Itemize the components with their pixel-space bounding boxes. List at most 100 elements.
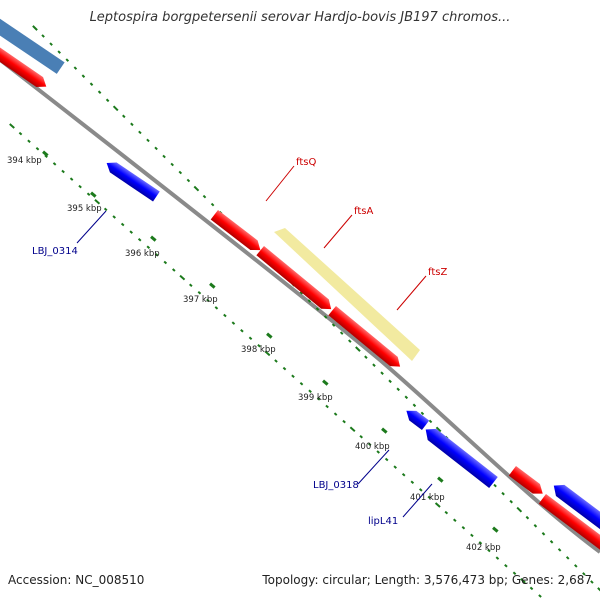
minor-tick bbox=[155, 253, 159, 257]
minor-tick bbox=[396, 387, 400, 392]
gene-ftsA[interactable] bbox=[256, 246, 335, 314]
minor-tick bbox=[214, 306, 219, 310]
minor-tick bbox=[206, 298, 210, 303]
minor-tick bbox=[549, 540, 554, 544]
minor-tick bbox=[529, 586, 534, 591]
minor-tick bbox=[299, 291, 304, 295]
minor-tick bbox=[404, 395, 409, 400]
minor-tick bbox=[32, 25, 38, 31]
minor-tick bbox=[597, 587, 600, 593]
minor-tick bbox=[401, 472, 406, 477]
minor-tick bbox=[520, 578, 526, 584]
kbp-label: 402 kbp bbox=[466, 543, 501, 553]
minor-tick bbox=[557, 548, 562, 552]
minor-tick bbox=[130, 122, 134, 127]
minor-tick bbox=[349, 426, 356, 432]
minor-tick bbox=[105, 98, 110, 103]
gene-label-ftsQ[interactable]: ftsQ bbox=[296, 157, 316, 168]
minor-tick bbox=[342, 419, 346, 424]
minor-tick bbox=[541, 532, 546, 536]
minor-tick bbox=[154, 146, 158, 151]
minor-tick bbox=[81, 74, 86, 78]
minor-tick bbox=[264, 350, 271, 357]
minor-tick bbox=[193, 185, 200, 192]
gene-ftsQ[interactable] bbox=[210, 210, 264, 255]
minor-tick bbox=[565, 556, 570, 560]
minor-tick bbox=[316, 397, 321, 401]
minor-tick bbox=[146, 138, 150, 143]
gene-LBJ_0314[interactable] bbox=[103, 158, 160, 202]
minor-tick bbox=[444, 510, 449, 515]
minor-tick bbox=[470, 533, 474, 538]
minor-tick bbox=[380, 371, 384, 375]
gene-label-ftsA[interactable]: ftsA bbox=[354, 206, 373, 217]
gene-label-lipL41[interactable]: lipL41 bbox=[368, 516, 398, 527]
minor-tick bbox=[112, 215, 116, 219]
minor-tick bbox=[210, 202, 215, 207]
minor-tick bbox=[428, 419, 433, 424]
minor-tick bbox=[94, 199, 101, 205]
minor-tick bbox=[291, 374, 295, 378]
minor-tick bbox=[538, 594, 542, 598]
minor-tick bbox=[410, 480, 415, 485]
minor-tick bbox=[231, 321, 236, 325]
gene-forward-right-a[interactable] bbox=[508, 466, 547, 498]
minor-tick bbox=[420, 411, 425, 416]
minor-tick bbox=[512, 571, 517, 576]
minor-tick bbox=[582, 572, 586, 576]
minor-tick bbox=[240, 328, 244, 333]
minor-tick bbox=[86, 192, 91, 196]
minor-tick bbox=[69, 177, 74, 181]
minor-tick bbox=[52, 162, 57, 166]
minor-tick bbox=[189, 283, 193, 287]
kbp-label: 401 kbp bbox=[410, 493, 445, 503]
minor-tick bbox=[461, 526, 466, 530]
minor-tick bbox=[493, 483, 497, 488]
minor-tick bbox=[186, 178, 191, 183]
minor-tick bbox=[376, 450, 380, 454]
gene-label-LBJ_0314[interactable]: LBJ_0314 bbox=[32, 246, 78, 257]
gene-forward-right-b[interactable] bbox=[538, 494, 600, 552]
highlight-band bbox=[274, 228, 420, 361]
gene-label-LBJ_0318[interactable]: LBJ_0318 bbox=[313, 480, 359, 491]
minor-tick bbox=[412, 403, 417, 408]
tick-row-inner bbox=[9, 123, 542, 598]
topology-text: Topology: circular; Length: 3,576,473 bp… bbox=[262, 573, 592, 587]
gene-steelblue-top bbox=[0, 12, 65, 74]
minor-tick bbox=[73, 66, 78, 70]
minor-tick bbox=[501, 491, 505, 496]
gene-ftsZ[interactable] bbox=[328, 306, 404, 371]
minor-tick bbox=[146, 245, 151, 250]
kbp-label: 394 kbp bbox=[7, 156, 42, 166]
kbp-label: 398 kbp bbox=[241, 345, 276, 355]
gene-reverse-right[interactable] bbox=[550, 480, 600, 534]
kbp-scale: 394 kbp 395 kbp 396 kbp 397 kbp 398 kbp … bbox=[7, 150, 501, 553]
minor-tick bbox=[61, 169, 65, 174]
minor-tick bbox=[487, 548, 491, 553]
minor-tick bbox=[223, 313, 227, 318]
minor-tick bbox=[41, 34, 45, 38]
gene-lipL41[interactable] bbox=[421, 424, 498, 488]
minor-tick bbox=[120, 222, 125, 227]
minor-tick bbox=[348, 339, 352, 343]
gene-LBJ_0318[interactable] bbox=[403, 406, 430, 431]
minor-tick bbox=[170, 162, 174, 167]
minor-tick bbox=[325, 404, 329, 409]
genome-backbone bbox=[0, 57, 600, 554]
gene-label-ftsZ[interactable]: ftsZ bbox=[428, 267, 447, 278]
minor-tick bbox=[274, 359, 278, 363]
minor-tick bbox=[323, 315, 328, 319]
minor-tick bbox=[27, 139, 31, 143]
minor-tick bbox=[590, 580, 594, 584]
minor-tick bbox=[179, 274, 186, 281]
minor-tick bbox=[35, 146, 40, 151]
minor-tick bbox=[103, 207, 108, 212]
minor-tick bbox=[393, 465, 397, 469]
minor-tick bbox=[435, 426, 442, 433]
minor-tick bbox=[65, 58, 70, 62]
minor-tick bbox=[434, 502, 441, 508]
minor-tick bbox=[388, 379, 392, 384]
minor-tick bbox=[339, 331, 344, 335]
accession-text: Accession: NC_008510 bbox=[8, 573, 145, 587]
